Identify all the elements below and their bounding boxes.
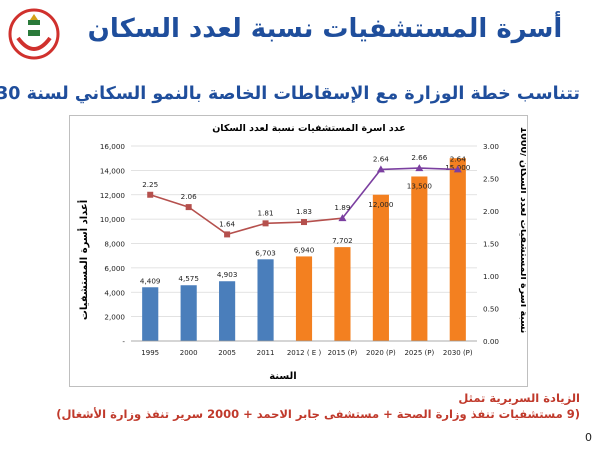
ratio-line-segment — [303, 217, 343, 223]
y-right-tick-label: 3.00 — [483, 142, 499, 151]
bar — [257, 259, 274, 341]
bar-value-label: 6,703 — [255, 248, 276, 257]
ratio-line-segment — [380, 167, 420, 171]
x-axis: 1995 2000 2005 2011 2012 ( E ) 2015 (P) 2020 (… — [131, 340, 477, 357]
ratio-marker-triangle — [415, 164, 424, 172]
bar-value-label: 7,702 — [332, 236, 353, 245]
y-axis-left-label: أعداد أسرة المستشفيات — [77, 200, 90, 320]
chart-title: عدد اسرة المستشفيات نسبة لعدد السكان — [212, 123, 406, 134]
x-tick-label: 2011 — [257, 349, 275, 357]
bar — [334, 247, 351, 341]
ratio-value-label: 2.25 — [142, 180, 158, 189]
y-right-tick-label: 0.00 — [483, 337, 499, 346]
ratio-marker-square — [262, 220, 269, 227]
ratio-value-label: 1.81 — [258, 208, 274, 217]
y-axis-right: 0.00 0.50 1.00 1.50 2.00 2.50 3.00 — [483, 142, 499, 346]
ratio-marker-square — [301, 219, 307, 226]
ratio-value-label: 1.64 — [219, 219, 235, 228]
y-right-tick-label: 1.00 — [483, 272, 499, 281]
bar-value-label: 6,940 — [294, 245, 315, 254]
ratio-marker-square — [147, 191, 154, 198]
slide-title: أسرة المستشفيات نسبة لعدد السكان — [87, 14, 563, 44]
y-left-tick-label: - — [122, 337, 125, 346]
x-axis-label: السنة — [269, 371, 297, 382]
ratio-line-segment — [265, 221, 305, 225]
page-number: 0 — [585, 431, 592, 444]
ratio-value-label: 2.64 — [373, 154, 389, 163]
bar — [411, 176, 428, 341]
bar — [219, 281, 236, 341]
ratio-marker-triangle — [376, 165, 385, 173]
x-tick-label: 2012 ( E ) — [287, 349, 322, 357]
bar — [372, 194, 389, 341]
y-right-tick-label: 1.50 — [483, 240, 499, 249]
ratio-value-label: 2.66 — [411, 153, 427, 162]
note-line-2: (9 مستشفيات تنفذ وزارة الصحة + مستشفى جا… — [56, 407, 580, 421]
y-left-tick-label: 4,000 — [104, 288, 125, 297]
ratio-line-segment — [341, 168, 382, 219]
ratio-line-segment — [226, 222, 266, 236]
bar — [142, 287, 159, 341]
y-axis-right-label: نسبة أسرة المستشفيات لعدد السكان /1000 — [518, 127, 526, 334]
x-tick-label: 1995 — [141, 349, 159, 357]
ratio-line-segment — [419, 167, 458, 171]
bar-value-label: 12,000 — [368, 200, 394, 209]
bar-value-label: 4,903 — [217, 270, 238, 279]
ratio-marker-triangle — [338, 214, 347, 222]
ratio-line-segment — [149, 193, 189, 208]
bar-value-label: 4,575 — [178, 274, 199, 283]
bar-value-label: 4,409 — [140, 276, 161, 285]
y-right-tick-label: 0.50 — [483, 305, 499, 314]
ratio-marker-triangle — [453, 165, 462, 173]
x-tick-label: 2020 (P) — [366, 349, 396, 357]
ministry-emblem-icon — [8, 8, 60, 60]
y-left-tick-label: 2,000 — [104, 313, 125, 322]
note-line-1: الزيادة السريرية تمثل — [458, 391, 580, 405]
y-right-tick-label: 2.00 — [483, 207, 499, 216]
bar — [449, 158, 466, 341]
x-tick-label: 2030 (P) — [443, 349, 473, 357]
ratio-value-label: 2.64 — [450, 154, 466, 163]
chart: عدد اسرة المستشفيات نسبة لعدد السكان - 2,… — [77, 123, 526, 382]
y-left-tick-label: 8,000 — [104, 240, 125, 249]
x-tick-label: 2005 — [218, 349, 236, 357]
y-left-tick-label: 12,000 — [100, 191, 126, 200]
bar-series: 4,409 4,575 4,903 6,703 6,940 7,702 12,000 13,5… — [140, 158, 471, 341]
x-tick-label: 2000 — [180, 349, 198, 357]
y-left-tick-label: 10,000 — [100, 215, 126, 224]
y-left-tick-label: 16,000 — [100, 142, 126, 151]
y-left-tick-label: 6,000 — [104, 264, 125, 273]
y-left-tick-label: 14,000 — [100, 166, 126, 175]
y-axis-left: - 2,000 4,000 6,000 8,000 10,000 12,000 14,000 1… — [100, 142, 126, 346]
bar — [295, 256, 313, 341]
ratio-value-label: 1.83 — [296, 207, 312, 216]
ratio-value-label: 2.06 — [181, 192, 197, 201]
bar — [180, 285, 197, 341]
y-right-tick-label: 2.50 — [483, 175, 499, 184]
ratio-value-label: 1.89 — [334, 203, 350, 212]
bar-value-label: 13,500 — [407, 181, 433, 190]
ratio-marker-square — [185, 204, 192, 211]
ratio-line-series: 2.25 2.06 1.64 1.81 1.83 1.89 2.64 2.66 2.64 — [142, 153, 466, 238]
ratio-marker-square — [224, 231, 231, 238]
x-tick-label: 2025 (P) — [404, 349, 434, 357]
slide-subtitle: تتناسب خطة الوزارة مع الإسقاطات الخاصة ب… — [0, 84, 580, 104]
ratio-line-segment — [188, 206, 228, 236]
x-tick-label: 2015 (P) — [328, 349, 358, 357]
